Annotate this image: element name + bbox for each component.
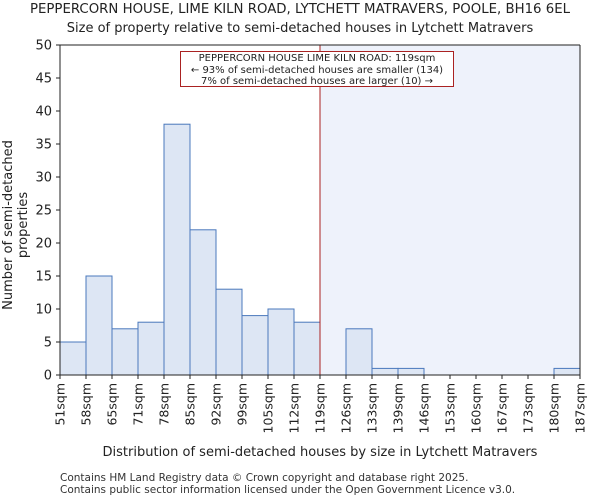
x-tick-label-173sqm: 173sqm	[521, 383, 536, 433]
y-tick-label-40: 40	[35, 105, 52, 120]
property-annotation-box: PEPPERCORN HOUSE LIME KILN ROAD: 119sqm …	[180, 51, 454, 87]
bar-180sqm	[553, 367, 581, 376]
y-tick-label-0: 0	[44, 369, 52, 384]
bar-112sqm	[293, 321, 321, 376]
bar-58sqm	[85, 275, 113, 376]
x-tick-label-139sqm: 139sqm	[391, 383, 406, 433]
y-tick-label-45: 45	[35, 72, 52, 87]
x-tick-label-85sqm: 85sqm	[183, 383, 198, 426]
x-tick-label-187sqm: 187sqm	[573, 383, 588, 433]
x-tick-label-133sqm: 133sqm	[365, 383, 380, 433]
x-tick-label-167sqm: 167sqm	[495, 383, 510, 433]
bar-65sqm	[111, 328, 139, 376]
x-axis-label: Distribution of semi-detached houses by …	[102, 445, 538, 460]
bar-71sqm	[137, 321, 165, 376]
chart-title-line1: PEPPERCORN HOUSE, LIME KILN ROAD, LYTCHE…	[29, 2, 570, 17]
y-tick-label-30: 30	[35, 171, 52, 186]
x-tick-label-160sqm: 160sqm	[469, 383, 484, 433]
y-tick-label-15: 15	[35, 270, 52, 285]
annotation-line-3: 7% of semi-detached houses are larger (1…	[200, 76, 434, 87]
bar-78sqm	[163, 123, 191, 376]
bar-99sqm	[241, 315, 269, 376]
footer-licence: Contains public sector information licen…	[60, 484, 516, 496]
x-tick-label-71sqm: 71sqm	[131, 383, 146, 426]
bar-51sqm	[59, 341, 87, 376]
annotation-line-1: PEPPERCORN HOUSE LIME KILN ROAD: 119sqm	[198, 53, 436, 64]
x-tick-label-153sqm: 153sqm	[443, 383, 458, 433]
y-tick-label-20: 20	[35, 237, 52, 252]
y-axis-label: Number of semi-detached properties	[1, 140, 31, 310]
bar-85sqm	[189, 229, 217, 376]
bar-126sqm	[345, 328, 373, 376]
x-tick-label-112sqm: 112sqm	[287, 383, 302, 433]
chart-title-line2: Size of property relative to semi-detach…	[66, 21, 534, 36]
y-tick-label-25: 25	[35, 204, 52, 219]
y-tick-label-35: 35	[35, 138, 52, 153]
x-tick-label-78sqm: 78sqm	[157, 383, 172, 426]
bar-133sqm	[371, 367, 399, 376]
x-tick-label-105sqm: 105sqm	[261, 383, 276, 433]
x-tick-label-65sqm: 65sqm	[105, 383, 120, 426]
x-tick-label-146sqm: 146sqm	[417, 383, 432, 433]
x-tick-label-92sqm: 92sqm	[209, 383, 224, 426]
x-tick-label-51sqm: 51sqm	[53, 383, 68, 426]
x-tick-label-58sqm: 58sqm	[79, 383, 94, 426]
bar-92sqm	[215, 288, 243, 376]
bar-105sqm	[267, 308, 295, 376]
y-tick-label-10: 10	[35, 303, 52, 318]
x-tick-label-126sqm: 126sqm	[339, 383, 354, 433]
x-tick-label-180sqm: 180sqm	[547, 383, 562, 433]
larger-region-shade	[320, 45, 580, 375]
footer-copyright: Contains HM Land Registry data © Crown c…	[60, 472, 469, 484]
x-tick-label-99sqm: 99sqm	[235, 383, 250, 426]
annotation-line-2: ← 93% of semi-detached houses are smalle…	[190, 64, 444, 76]
y-tick-label-5: 5	[44, 336, 52, 351]
y-tick-label-50: 50	[35, 39, 52, 54]
x-tick-label-119sqm: 119sqm	[313, 383, 328, 433]
bar-139sqm	[397, 367, 425, 376]
